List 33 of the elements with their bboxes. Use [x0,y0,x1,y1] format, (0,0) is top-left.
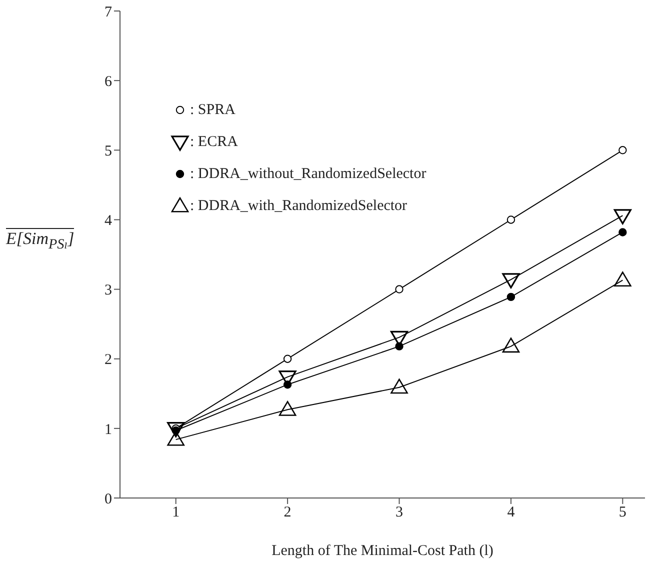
y-tick-label: 7 [104,4,112,20]
point [618,146,627,154]
x-tick-label: 1 [172,504,180,521]
point [618,228,627,236]
x-tick-label: 2 [284,504,292,521]
x-tick-label: 5 [618,504,626,521]
y-tick-label: 0 [104,491,112,508]
legend-label: : DDRA_without_RandomizedSelector [190,166,426,182]
y-tick-label: 5 [104,143,112,160]
y-tick-label: 4 [104,213,112,230]
legend-label: : SPRA [190,102,236,118]
x-axis-title: Length of The Minimal-Cost Path (l) [272,543,494,559]
point [283,380,292,389]
point [502,338,520,353]
point [395,285,404,294]
point [395,342,404,350]
point [390,378,408,394]
y-tick-label: 6 [104,74,112,90]
y-tick-label: 2 [104,352,112,368]
point [614,209,632,224]
y-tick-label: 1 [104,422,112,438]
point [506,216,516,224]
point [506,292,516,302]
point [278,400,296,416]
legend-label: : ECRA [190,134,238,150]
x-tick-label: 3 [396,504,404,521]
point [502,273,520,288]
y-tick-label: 3 [104,282,112,299]
point [283,354,292,363]
legend-label: : DDRA_with_RandomizedSelector [190,198,408,214]
y-axis-title: E[Sim$_{PSₗ}$] [6,228,74,254]
point [614,272,632,286]
x-tick-label: 4 [507,504,516,521]
